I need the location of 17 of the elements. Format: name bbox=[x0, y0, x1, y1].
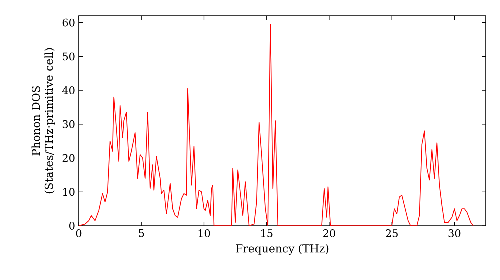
y-tick-label: 10 bbox=[63, 188, 75, 196]
x-tick-label: 25 bbox=[386, 230, 398, 238]
y-tick-label: 30 bbox=[62, 120, 75, 128]
line-series bbox=[79, 24, 474, 226]
y-tick-label: 0 bbox=[70, 222, 75, 230]
y-tick-label: 20 bbox=[62, 154, 75, 162]
y-tick-label: 40 bbox=[62, 86, 75, 94]
x-tick-label: 5 bbox=[139, 230, 144, 238]
x-tick-label: 30 bbox=[448, 230, 461, 238]
x-tick-label: 0 bbox=[76, 230, 82, 238]
x-tick-label: 20 bbox=[324, 230, 336, 238]
x-axis-title: Frequency (THz) bbox=[236, 244, 329, 256]
x-tick-label: 10 bbox=[198, 230, 210, 238]
y-tick-label: 50 bbox=[63, 52, 75, 61]
y-tick-label: 60 bbox=[62, 18, 75, 27]
x-tick-label: 15 bbox=[261, 230, 273, 238]
y-axis-title: Phonon DOS (States/THz·primitive cell) bbox=[32, 48, 56, 194]
